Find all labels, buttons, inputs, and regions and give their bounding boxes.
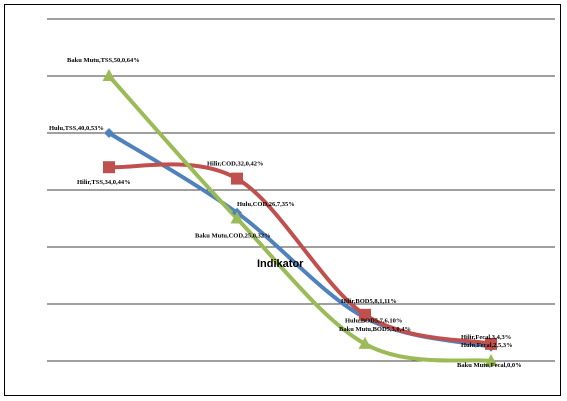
data-label-4: Hulu,COD,26,7,35%: [237, 201, 295, 208]
marker-hilir-3: [485, 337, 497, 350]
data-label-10: Hulu,Fecal,2,5,3%: [461, 342, 513, 349]
marker-baku-mutu-2: [358, 336, 372, 349]
series-line-baku-mutu: [107, 74, 493, 363]
series-markers: [102, 69, 498, 366]
data-labels: Baku Mutu,TSS,50,0,64% Hulu,TSS,40,0,53% H…: [49, 57, 522, 369]
data-label-3: Hilir,COD,32,0,42%: [207, 161, 263, 168]
data-label-8: Baku Mutu,BOD5,3,0,4%: [339, 326, 411, 333]
x-axis-title: Indikator: [257, 258, 304, 270]
data-label-9: Hilir,Fecal,3,4,3%: [461, 334, 511, 341]
marker-hilir-1: [231, 172, 243, 185]
chart-frame: Baku Mutu,TSS,50,0,64% Hulu,TSS,40,0,53% H…: [4, 4, 561, 396]
data-label-5: Baku Mutu,COD,25,0,32%: [195, 233, 271, 240]
data-label-1: Hulu,TSS,40,0,53%: [49, 125, 104, 132]
marker-hilir-2: [359, 308, 371, 321]
data-label-6: Hilir,BOD5,8,1,11%: [341, 298, 397, 305]
data-label-0: Baku Mutu,TSS,50,0,64%: [67, 57, 140, 64]
data-label-7: Hulu,BOD5,7,6,10%: [345, 318, 402, 325]
series-line-hilir: [107, 162, 493, 346]
marker-hulu-0: [104, 128, 114, 138]
gridlines: [47, 18, 555, 362]
marker-hilir-0: [103, 161, 115, 174]
marker-baku-mutu-0: [102, 69, 116, 81]
series-lines: [107, 74, 493, 363]
marker-baku-mutu-3: [484, 354, 498, 366]
line-chart: Baku Mutu,TSS,50,0,64% Hulu,TSS,40,0,53% H…: [47, 18, 555, 369]
data-label-11: Baku Mutu,Fecal,0,0%: [457, 362, 522, 369]
marker-baku-mutu-1: [230, 211, 244, 224]
data-label-2: Hilir,TSS,34,0,44%: [77, 179, 131, 186]
